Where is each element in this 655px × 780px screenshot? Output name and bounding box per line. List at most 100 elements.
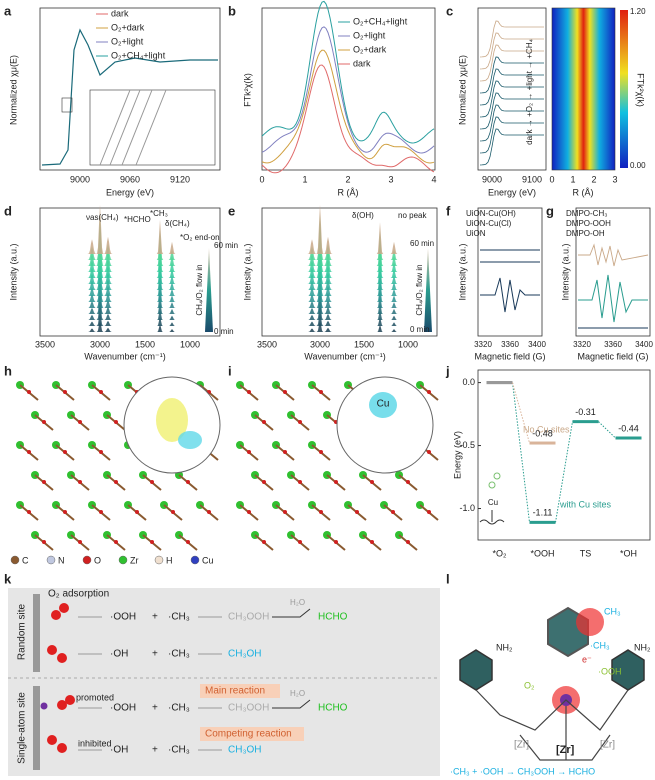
legend-label: H (166, 555, 173, 565)
legend: C N O Zr H Cu (10, 555, 214, 565)
y-label: FTk²χ(k) (242, 73, 252, 107)
atom (427, 510, 431, 514)
legend-label: O₂+light (111, 36, 144, 46)
x-tick-label: 9120 (170, 174, 190, 184)
legend-label: O₂+CH₄+light (353, 16, 408, 26)
spectrum (42, 311, 198, 326)
x-tick-label: *OOH (530, 548, 554, 558)
x-tick-label: 9000 (70, 174, 90, 184)
spectrum (42, 293, 198, 314)
panel-k: k Random site Single-atom site O₂ adsorp… (4, 571, 440, 776)
legend: dark O₂+dark O₂+light O₂+CH₄+light (96, 8, 166, 60)
atom (150, 540, 154, 544)
atom (334, 480, 338, 484)
surface (33, 686, 40, 770)
time-end: 60 min (214, 241, 238, 250)
colorbar-label: FTk²χ(k) (636, 73, 646, 107)
atom (319, 450, 323, 454)
panel-d: d Intensity (a.u.) 3500 3000 1500 1000 W… (4, 203, 238, 361)
x-tick-label: 3400 (635, 340, 653, 349)
legend-swatch (118, 555, 128, 565)
panel-letter: k (4, 571, 12, 586)
legend-label: DMPO-OOH (566, 219, 611, 228)
panel-j: j No Cu sites with Cu sites Cu Energy (e… (445, 363, 651, 558)
x-label: Wavenumber (cm⁻¹) (304, 351, 385, 361)
legend: O₂+CH₄+light O₂+light O₂+dark dark (338, 16, 408, 68)
x-tick-label: 4 (431, 174, 436, 184)
spectrum (264, 204, 418, 254)
energy-level (572, 420, 599, 424)
spectrum (42, 266, 198, 296)
legend-swatch (10, 555, 20, 565)
energy-level (486, 381, 513, 385)
label: ·CH₃ (590, 640, 610, 650)
label: [Zr] (600, 740, 615, 751)
single-atom (40, 702, 48, 710)
colorbar-tick: 1.20 (630, 7, 646, 16)
colorbar (620, 10, 628, 168)
curves (261, 0, 435, 174)
legend-swatch (154, 555, 164, 565)
flow-label: CH₄/O₂ flow in (195, 264, 204, 315)
zoom-circle (336, 376, 434, 474)
y-label: Intensity (a.u.) (560, 243, 570, 300)
legend-label: dark (111, 8, 129, 18)
atom (114, 480, 118, 484)
x-label: Energy (eV) (106, 187, 154, 197)
reaction-term: ·CH₃ (168, 649, 190, 660)
legend-swatch (190, 555, 200, 565)
reaction-term: + (152, 703, 158, 714)
label: CH₃ (604, 606, 621, 616)
panel-c: c Normalized χμ(E) dark → +O₂ → +light →… (446, 3, 646, 197)
flow-label: CH₄/O₂ flow in (415, 264, 424, 315)
x-label: Magnetic field (G) (474, 351, 545, 361)
framework (475, 689, 629, 761)
curve (479, 104, 544, 142)
x-tick-label: 3360 (501, 340, 519, 349)
annotation: inhibited (78, 738, 112, 748)
axes (477, 369, 651, 541)
curve (261, 0, 435, 144)
time-arrow (424, 248, 432, 332)
spectrum (264, 320, 418, 332)
label: [Zr] (556, 744, 575, 756)
panel-letter: e (228, 203, 235, 218)
time-start: 0 min (410, 325, 430, 334)
x-tick-label: *OH (620, 548, 637, 558)
energy-level (529, 441, 556, 445)
atom (262, 540, 266, 544)
arrow (272, 608, 311, 618)
atom (207, 510, 211, 514)
epr-curve (578, 243, 649, 267)
atom (99, 450, 103, 454)
epr-curve (578, 274, 648, 323)
epr-curves (480, 249, 540, 313)
curve (479, 68, 544, 106)
annotation: δ(CH₄) (165, 219, 190, 228)
surface (33, 594, 40, 672)
spectrum (42, 302, 198, 320)
colorbar-tick: 0.00 (630, 161, 646, 170)
panel-letter: l (446, 571, 450, 586)
atom (283, 510, 287, 514)
arrow (272, 699, 311, 709)
atom (27, 510, 31, 514)
connector (512, 382, 530, 444)
atom (27, 390, 31, 394)
x-tick-label: 3500 (35, 339, 55, 349)
energy-level (529, 520, 556, 524)
time-arrow (205, 248, 213, 332)
curve (479, 128, 544, 166)
x-tick-label: 3400 (528, 340, 546, 349)
atom (114, 420, 118, 424)
label: e⁻ (582, 654, 592, 664)
reaction-term: ·OOH (110, 612, 136, 623)
curve (479, 44, 544, 82)
highlight (200, 684, 280, 698)
o-atom (488, 481, 496, 489)
legend-label: UiON (466, 229, 486, 238)
legend-label: C (22, 555, 29, 565)
atom (355, 510, 359, 514)
atom (298, 540, 302, 544)
time-end: 60 min (410, 239, 434, 248)
